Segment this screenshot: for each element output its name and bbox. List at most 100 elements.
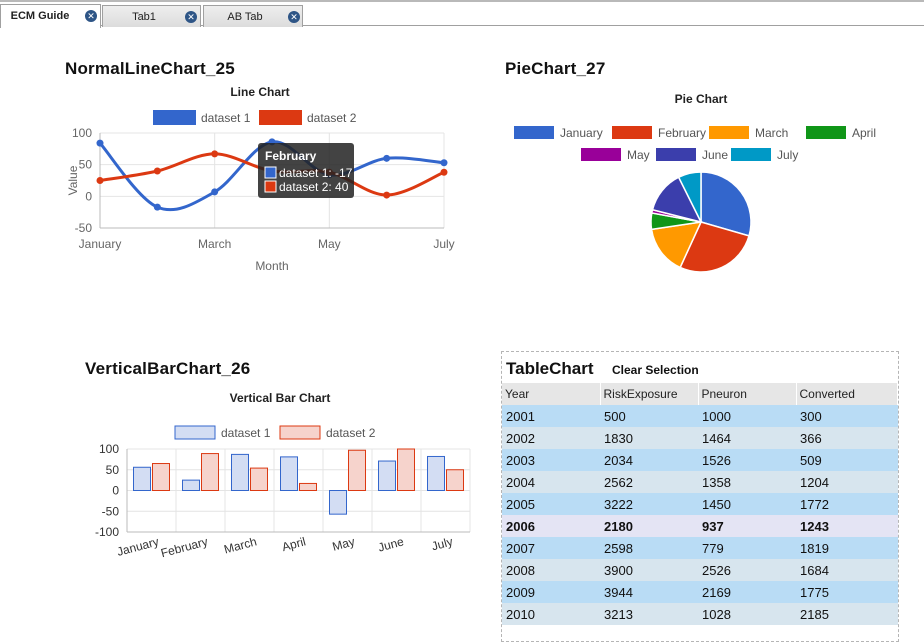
column-header-year[interactable]: Year xyxy=(502,383,601,405)
table-row[interactable]: 2008 3900 2526 1684 xyxy=(502,559,898,581)
close-icon[interactable]: ✕ xyxy=(85,10,97,22)
legend-item-july[interactable]: July xyxy=(731,148,798,162)
legend-label: July xyxy=(777,148,798,162)
data-point[interactable] xyxy=(383,191,391,199)
bar-dataset-2-february[interactable] xyxy=(201,453,219,492)
table-cell-year: 2010 xyxy=(502,603,600,625)
table-cell-pneuron: 1000 xyxy=(698,405,796,427)
table-header-row: Year RiskExposure Pneuron Converted xyxy=(502,383,898,405)
bar-dataset-2-january[interactable] xyxy=(152,463,170,492)
tab-tab1[interactable]: Tab1 ✕ xyxy=(102,5,201,27)
table-cell-riskexposure: 3944 xyxy=(600,581,698,603)
table-row[interactable]: 2002 1830 1464 366 xyxy=(502,427,898,449)
tooltip-swatch-dataset-2 xyxy=(264,180,277,193)
data-point[interactable] xyxy=(440,159,448,167)
line-chart-widget-title: NormalLineChart_25 xyxy=(65,59,235,78)
data-point[interactable] xyxy=(153,167,161,175)
legend-item-dataset-2[interactable]: dataset 2 xyxy=(279,425,376,440)
data-point[interactable] xyxy=(211,188,219,196)
pie-slice-march[interactable] xyxy=(650,221,703,269)
legend-label: dataset 1 xyxy=(221,426,271,440)
bar-dataset-1-april[interactable] xyxy=(280,456,298,492)
legend-item-january[interactable]: January xyxy=(514,126,603,140)
legend-item-dataset-2[interactable]: dataset 2 xyxy=(259,110,357,125)
table-cell-converted: 1684 xyxy=(796,559,898,581)
table-cell-year: 2002 xyxy=(502,427,600,449)
bar-dataset-2-july[interactable] xyxy=(446,469,464,491)
table-row-selected[interactable]: 2006 2180 937 1243 xyxy=(502,515,898,537)
table-cell-year: 2006 xyxy=(502,515,600,537)
bar-dataset-1-january[interactable] xyxy=(133,466,151,492)
pie-slice-february[interactable] xyxy=(679,221,750,273)
bar-dataset-1-may[interactable] xyxy=(329,490,347,515)
table-cell-converted: 300 xyxy=(796,405,898,427)
column-header-riskexposure[interactable]: RiskExposure xyxy=(600,383,699,405)
bar-dataset-2-may[interactable] xyxy=(348,449,366,492)
legend-swatch xyxy=(259,110,302,125)
pie-slice-july[interactable] xyxy=(677,171,702,223)
bar-dataset-1-march[interactable] xyxy=(231,453,249,491)
pie-chart-widget-title: PieChart_27 xyxy=(505,59,606,78)
bar-dataset-2-june[interactable] xyxy=(397,448,415,491)
legend-item-february[interactable]: February xyxy=(612,126,706,140)
legend-label: February xyxy=(658,126,706,140)
data-point[interactable] xyxy=(440,168,448,176)
line-chart[interactable]: Line Chart dataset 1 dataset 2 100 50 0 -50 J… xyxy=(60,80,470,280)
column-header-pneuron[interactable]: Pneuron xyxy=(698,383,797,405)
table-row[interactable]: 2005 3222 1450 1772 xyxy=(502,493,898,515)
table-row[interactable]: 2003 2034 1526 509 xyxy=(502,449,898,471)
legend-item-dataset-1[interactable]: dataset 1 xyxy=(174,425,271,440)
data-point[interactable] xyxy=(211,150,219,158)
legend-swatch xyxy=(581,148,621,161)
data-point[interactable] xyxy=(383,154,391,162)
legend-item-may[interactable]: May xyxy=(581,148,650,162)
x-tick-label: July xyxy=(430,534,454,553)
table-cell-year: 2003 xyxy=(502,449,600,471)
table-cell-year: 2005 xyxy=(502,493,600,515)
table-widget-title: TableChart xyxy=(506,359,594,378)
table-cell-pneuron: 937 xyxy=(698,515,796,537)
tooltip-line-1: dataset 1: -17 xyxy=(279,166,353,180)
x-tick-label: May xyxy=(331,534,357,553)
table-row[interactable]: 2010 3213 1028 2185 xyxy=(502,603,898,625)
table-cell-riskexposure: 2034 xyxy=(600,449,698,471)
table-cell-riskexposure: 3213 xyxy=(600,603,698,625)
bar-dataset-1-june[interactable] xyxy=(378,460,396,492)
data-table: Year RiskExposure Pneuron Converted 2001… xyxy=(502,383,898,625)
bar-dataset-2-march[interactable] xyxy=(250,467,268,491)
bar-dataset-1-february[interactable] xyxy=(182,479,200,491)
legend-item-dataset-1[interactable]: dataset 1 xyxy=(153,110,251,125)
table-row[interactable]: 2009 3944 2169 1775 xyxy=(502,581,898,603)
legend-label: March xyxy=(755,126,788,140)
bar-chart[interactable]: Vertical Bar Chart dataset 1 dataset 2 10… xyxy=(80,385,480,570)
x-tick-label: February xyxy=(159,534,209,560)
x-tick-label: April xyxy=(280,534,307,554)
tab-ecm-guide[interactable]: ECM Guide ✕ xyxy=(0,4,101,28)
table-cell-converted: 1772 xyxy=(796,493,898,515)
table-row[interactable]: 2007 2598 779 1819 xyxy=(502,537,898,559)
data-point[interactable] xyxy=(96,139,104,147)
legend-item-april[interactable]: April xyxy=(806,126,876,140)
data-point[interactable] xyxy=(96,177,104,184)
column-header-converted[interactable]: Converted xyxy=(796,383,898,405)
pie-chart[interactable]: Pie Chart January February March April May Ju… xyxy=(500,85,900,280)
table-cell-riskexposure: 3222 xyxy=(600,493,698,515)
table-row[interactable]: 2001 500 1000 300 xyxy=(502,405,898,427)
legend-label: dataset 2 xyxy=(307,111,357,125)
bar-dataset-2-april[interactable] xyxy=(299,482,317,491)
legend-item-june[interactable]: June xyxy=(656,148,728,162)
legend-item-march[interactable]: March xyxy=(709,126,788,140)
table-cell-converted: 366 xyxy=(796,427,898,449)
data-point[interactable] xyxy=(153,203,161,211)
table-row[interactable]: 2004 2562 1358 1204 xyxy=(502,471,898,493)
bar-dataset-1-july[interactable] xyxy=(427,455,445,491)
y-tick-label: -50 xyxy=(75,221,93,235)
close-icon[interactable]: ✕ xyxy=(288,11,300,23)
clear-selection-button[interactable]: Clear Selection xyxy=(612,363,699,377)
chart-title: Vertical Bar Chart xyxy=(230,391,331,405)
tab-ab-tab[interactable]: AB Tab ✕ xyxy=(203,5,303,27)
pie-slice-january[interactable] xyxy=(700,171,752,237)
legend-swatch xyxy=(279,425,321,440)
legend-label: January xyxy=(560,126,603,140)
close-icon[interactable]: ✕ xyxy=(185,11,197,23)
